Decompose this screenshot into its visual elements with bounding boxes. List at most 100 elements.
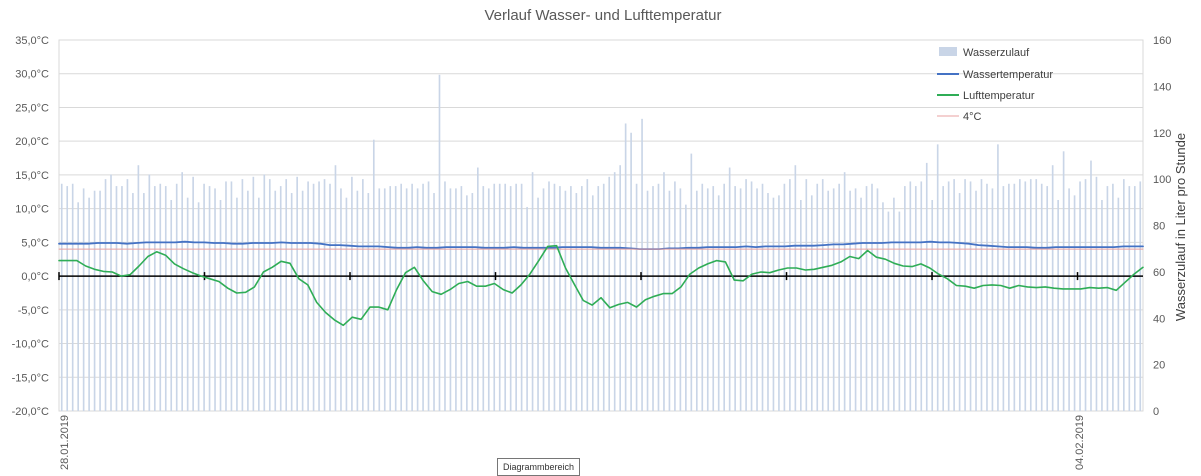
bar-wasserzulauf xyxy=(641,118,643,412)
bar-wasserzulauf xyxy=(110,174,112,411)
bar-wasserzulauf xyxy=(728,167,731,411)
bar-wasserzulauf xyxy=(181,172,184,411)
y-left-tick-label: 20,0°C xyxy=(15,136,49,148)
bar-wasserzulauf xyxy=(1035,179,1038,411)
bar-wasserzulauf xyxy=(975,190,977,411)
bar-wasserzulauf xyxy=(247,190,249,411)
bar-wasserzulauf xyxy=(920,181,923,411)
bar-wasserzulauf xyxy=(77,202,79,411)
legend-swatch xyxy=(939,47,957,56)
bar-wasserzulauf xyxy=(646,190,649,411)
y-right-tick-label: 120 xyxy=(1153,128,1171,140)
bar-wasserzulauf xyxy=(230,181,233,411)
bar-wasserzulauf xyxy=(767,193,769,411)
bar-wasserzulauf xyxy=(1024,181,1027,411)
bar-wasserzulauf xyxy=(586,179,589,411)
bar-wasserzulauf xyxy=(236,197,238,411)
bar-wasserzulauf xyxy=(268,179,271,411)
bar-wasserzulauf xyxy=(104,179,107,411)
bar-wasserzulauf xyxy=(1002,186,1005,411)
legend-label: Wasserzulauf xyxy=(963,47,1030,59)
bar-wasserzulauf xyxy=(1084,179,1087,411)
bar-wasserzulauf xyxy=(854,188,857,411)
bar-wasserzulauf xyxy=(356,190,359,411)
bar-wasserzulauf xyxy=(685,204,687,411)
bar-wasserzulauf xyxy=(219,199,222,411)
x-tick-label: 28.01.2019 xyxy=(59,415,71,470)
chart-area-tooltip: Diagrammbereich xyxy=(497,458,581,476)
bar-wasserzulauf xyxy=(1090,160,1092,411)
bar-wasserzulauf xyxy=(904,186,906,411)
bar-wasserzulauf xyxy=(772,197,775,411)
bar-wasserzulauf xyxy=(794,165,797,411)
bar-wasserzulauf xyxy=(498,183,501,411)
y-left-tick-label: 25,0°C xyxy=(15,102,49,114)
bar-wasserzulauf xyxy=(487,188,490,411)
bar-wasserzulauf xyxy=(148,174,151,411)
bar-wasserzulauf xyxy=(947,181,950,411)
bar-wasserzulauf xyxy=(898,211,901,411)
y-right-tick-label: 80 xyxy=(1153,221,1165,233)
bar-wasserzulauf xyxy=(197,202,200,411)
bar-wasserzulauf xyxy=(526,206,528,411)
y-left-tick-label: 35,0°C xyxy=(15,35,49,47)
bar-wasserzulauf xyxy=(663,172,665,411)
bar-wasserzulauf xyxy=(674,181,676,411)
bar-wasserzulauf xyxy=(367,193,370,411)
bar-wasserzulauf xyxy=(115,186,118,411)
y-right-tick-label: 60 xyxy=(1153,267,1165,279)
bar-wasserzulauf xyxy=(208,186,211,411)
bar-wasserzulauf xyxy=(712,186,715,411)
bar-wasserzulauf xyxy=(548,181,550,411)
bar-wasserzulauf xyxy=(991,188,994,411)
bar-wasserzulauf xyxy=(783,183,786,411)
bar-wasserzulauf xyxy=(761,183,764,411)
bar-wasserzulauf xyxy=(925,162,928,411)
y-right-axis-title: Wasserzulauf in Liter pro Stunde xyxy=(1173,133,1188,321)
bar-wasserzulauf xyxy=(734,186,736,411)
bar-wasserzulauf xyxy=(657,183,660,411)
y-left-tick-label: 30,0°C xyxy=(15,69,49,81)
bar-wasserzulauf xyxy=(438,74,441,411)
bar-wasserzulauf xyxy=(843,172,846,411)
bar-wasserzulauf xyxy=(597,186,600,411)
bar-wasserzulauf xyxy=(865,186,868,411)
bar-wasserzulauf xyxy=(1106,186,1109,411)
bar-wasserzulauf xyxy=(186,197,189,411)
bar-wasserzulauf xyxy=(296,176,298,411)
bar-wasserzulauf xyxy=(619,165,621,411)
bar-wasserzulauf xyxy=(192,176,194,411)
y-left-tick-label: 5,0°C xyxy=(21,237,49,249)
bar-wasserzulauf xyxy=(378,188,381,411)
bar-wasserzulauf xyxy=(608,176,611,411)
bar-wasserzulauf xyxy=(455,188,457,411)
bar-wasserzulauf xyxy=(164,186,167,411)
bar-wasserzulauf xyxy=(893,197,895,411)
bar-wasserzulauf xyxy=(876,188,879,411)
bar-wasserzulauf xyxy=(1029,179,1032,411)
bar-wasserzulauf xyxy=(1040,183,1043,411)
chart-title: Verlauf Wasser- und Lufttemperatur xyxy=(484,7,721,24)
bar-wasserzulauf xyxy=(345,197,348,411)
y-left-tick-label: 15,0°C xyxy=(15,170,49,182)
bar-wasserzulauf xyxy=(307,181,309,411)
bar-wasserzulauf xyxy=(241,179,244,411)
y-right-tick-label: 100 xyxy=(1153,174,1171,186)
bar-wasserzulauf xyxy=(756,188,758,411)
bar-wasserzulauf xyxy=(274,190,277,411)
y-left-tick-label: 0,0°C xyxy=(21,271,49,283)
bar-wasserzulauf xyxy=(449,188,452,411)
bar-wasserzulauf xyxy=(969,181,972,411)
bar-wasserzulauf xyxy=(882,202,884,411)
bar-wasserzulauf xyxy=(1073,195,1076,411)
bar-wasserzulauf xyxy=(93,190,96,411)
bar-wasserzulauf xyxy=(800,199,802,411)
line-wassertemperatur xyxy=(58,240,1144,251)
bar-wasserzulauf xyxy=(575,193,578,411)
bar-wasserzulauf xyxy=(482,186,485,411)
bar-wasserzulauf xyxy=(82,188,85,411)
y-right-tick-label: 140 xyxy=(1153,81,1171,93)
bar-wasserzulauf xyxy=(739,188,742,411)
